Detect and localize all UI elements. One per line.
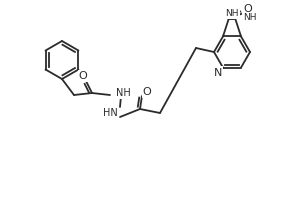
Text: NH: NH <box>225 9 239 18</box>
Text: O: O <box>243 4 252 14</box>
Text: N: N <box>214 68 222 78</box>
Text: O: O <box>142 87 152 97</box>
Text: NH: NH <box>116 88 131 98</box>
Text: NH: NH <box>243 13 257 22</box>
Text: O: O <box>79 71 87 81</box>
Text: HN: HN <box>103 108 118 118</box>
